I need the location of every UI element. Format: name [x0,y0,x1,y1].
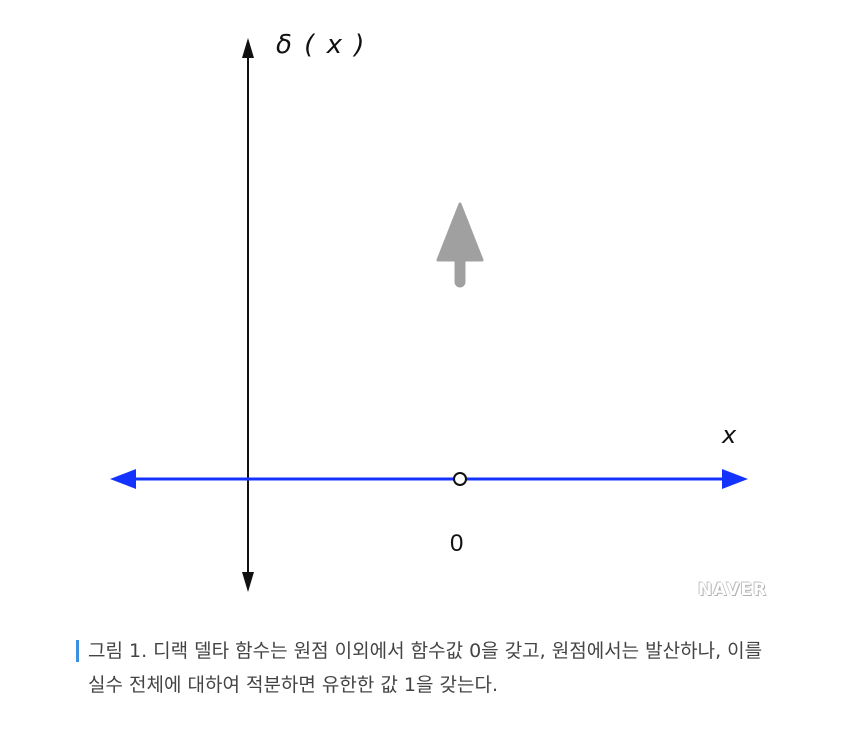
origin-open-circle [453,472,467,486]
x-axis-label: x [722,421,737,449]
caption-accent-bar [76,640,79,662]
naver-watermark: NAVER [698,580,768,600]
y-axis-arrowhead-bottom [242,572,254,592]
origin-label: 0 [450,530,464,557]
figure-caption: 그림 1. 디랙 델타 함수는 원점 이외에서 함수값 0을 갖고, 원점에서는… [88,640,763,696]
impulse-arrow-head [436,202,484,262]
real-line-arrowhead-right [722,469,748,489]
diagram-canvas [110,38,748,592]
y-axis-arrowhead-top [242,38,254,58]
delta-function-diagram: δ ( x ) x 0 NAVER [110,30,768,600]
real-line-arrowhead-left [110,469,136,489]
y-axis-label: δ ( x ) [276,30,367,60]
